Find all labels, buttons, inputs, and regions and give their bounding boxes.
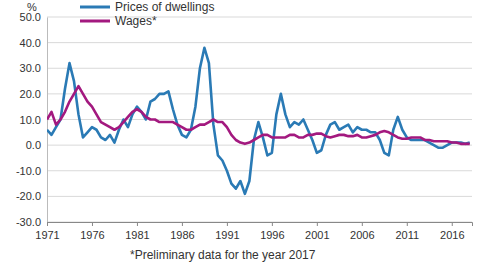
- chart: -30.0-20.0-10.00.010.020.030.040.050.019…: [0, 0, 494, 265]
- x-tick: 2001: [305, 222, 329, 241]
- x-tick: 1986: [170, 222, 194, 241]
- y-tick: -10.0: [16, 165, 47, 177]
- y-tick-label: 20.0: [20, 88, 41, 100]
- grid-line: [47, 145, 472, 146]
- grid-line: [47, 17, 472, 18]
- x-tick: 1996: [260, 222, 284, 241]
- x-tick-mark: [47, 222, 48, 226]
- grid-line: [47, 170, 472, 171]
- x-tick-label: 2011: [395, 229, 419, 241]
- y-tick-label: -10.0: [16, 165, 41, 177]
- legend-label: Wages*: [115, 14, 157, 28]
- y-axis-line: [47, 18, 48, 223]
- y-tick-label: -30.0: [16, 216, 41, 228]
- legend-swatch: [80, 6, 110, 9]
- lines: [47, 48, 470, 194]
- series-line: [47, 48, 470, 194]
- grid-line: [47, 68, 472, 69]
- y-tick: 10.0: [20, 114, 47, 126]
- x-tick-mark: [407, 222, 408, 226]
- x-tick: 2011: [395, 222, 419, 241]
- x-axis: 1971 1976 1981 1986 1991 1996 2001 2006 2011 2016: [35, 222, 472, 241]
- annotation: *Preliminary data for the year 2017: [130, 248, 316, 262]
- y-tick: -20.0: [16, 190, 47, 202]
- y-tick-label: 30.0: [20, 62, 41, 74]
- legend: Prices of dwellingsWages*: [80, 0, 214, 28]
- y-tick-label: 40.0: [20, 37, 41, 49]
- grid-line: [47, 119, 472, 120]
- y-tick-label: -20.0: [16, 190, 41, 202]
- x-tick-label: 2006: [350, 229, 374, 241]
- x-tick-label: 1971: [35, 229, 59, 241]
- x-axis-line: [48, 223, 473, 227]
- x-tick-mark: [272, 222, 273, 226]
- x-tick-mark: [227, 222, 228, 226]
- x-tick: 1976: [80, 222, 104, 241]
- x-tick-label: 2001: [305, 229, 329, 241]
- y-tick: -30.0: [16, 216, 47, 228]
- grid-line: [47, 196, 472, 197]
- x-tick-mark: [452, 222, 453, 226]
- y-axis: -30.0-20.0-10.00.010.020.030.040.050.0: [16, 11, 48, 228]
- y-tick: 0.0: [26, 139, 47, 151]
- x-tick: 1971: [35, 222, 59, 241]
- grid-line: [47, 93, 472, 94]
- y-tick-label: 10.0: [20, 114, 41, 126]
- legend-swatch: [80, 20, 110, 23]
- x-tick-label: 1991: [215, 229, 239, 241]
- x-tick-label: 1996: [260, 229, 284, 241]
- grid-line: [47, 42, 472, 43]
- x-tick-mark: [137, 222, 138, 226]
- legend-label: Prices of dwellings: [115, 0, 214, 14]
- x-tick-mark: [92, 222, 93, 226]
- grid: [47, 17, 472, 222]
- x-tick-mark: [182, 222, 183, 226]
- x-tick-mark: [317, 222, 318, 226]
- x-tick-label: 1981: [125, 229, 149, 241]
- x-tick: 2006: [350, 222, 374, 241]
- y-tick: 20.0: [20, 88, 47, 100]
- y-label: %: [27, 1, 37, 13]
- x-tick-label: 2016: [440, 229, 464, 241]
- y-tick: 40.0: [20, 37, 47, 49]
- y-tick: 30.0: [20, 62, 47, 74]
- x-tick-mark: [362, 222, 363, 226]
- x-tick: 1991: [215, 222, 239, 241]
- y-tick-label: 0.0: [26, 139, 41, 151]
- x-tick-label: 1986: [170, 229, 194, 241]
- x-tick: 1981: [125, 222, 149, 241]
- series-line: [47, 86, 470, 144]
- x-tick-label: 1976: [80, 229, 104, 241]
- x-tick: 2016: [440, 222, 464, 241]
